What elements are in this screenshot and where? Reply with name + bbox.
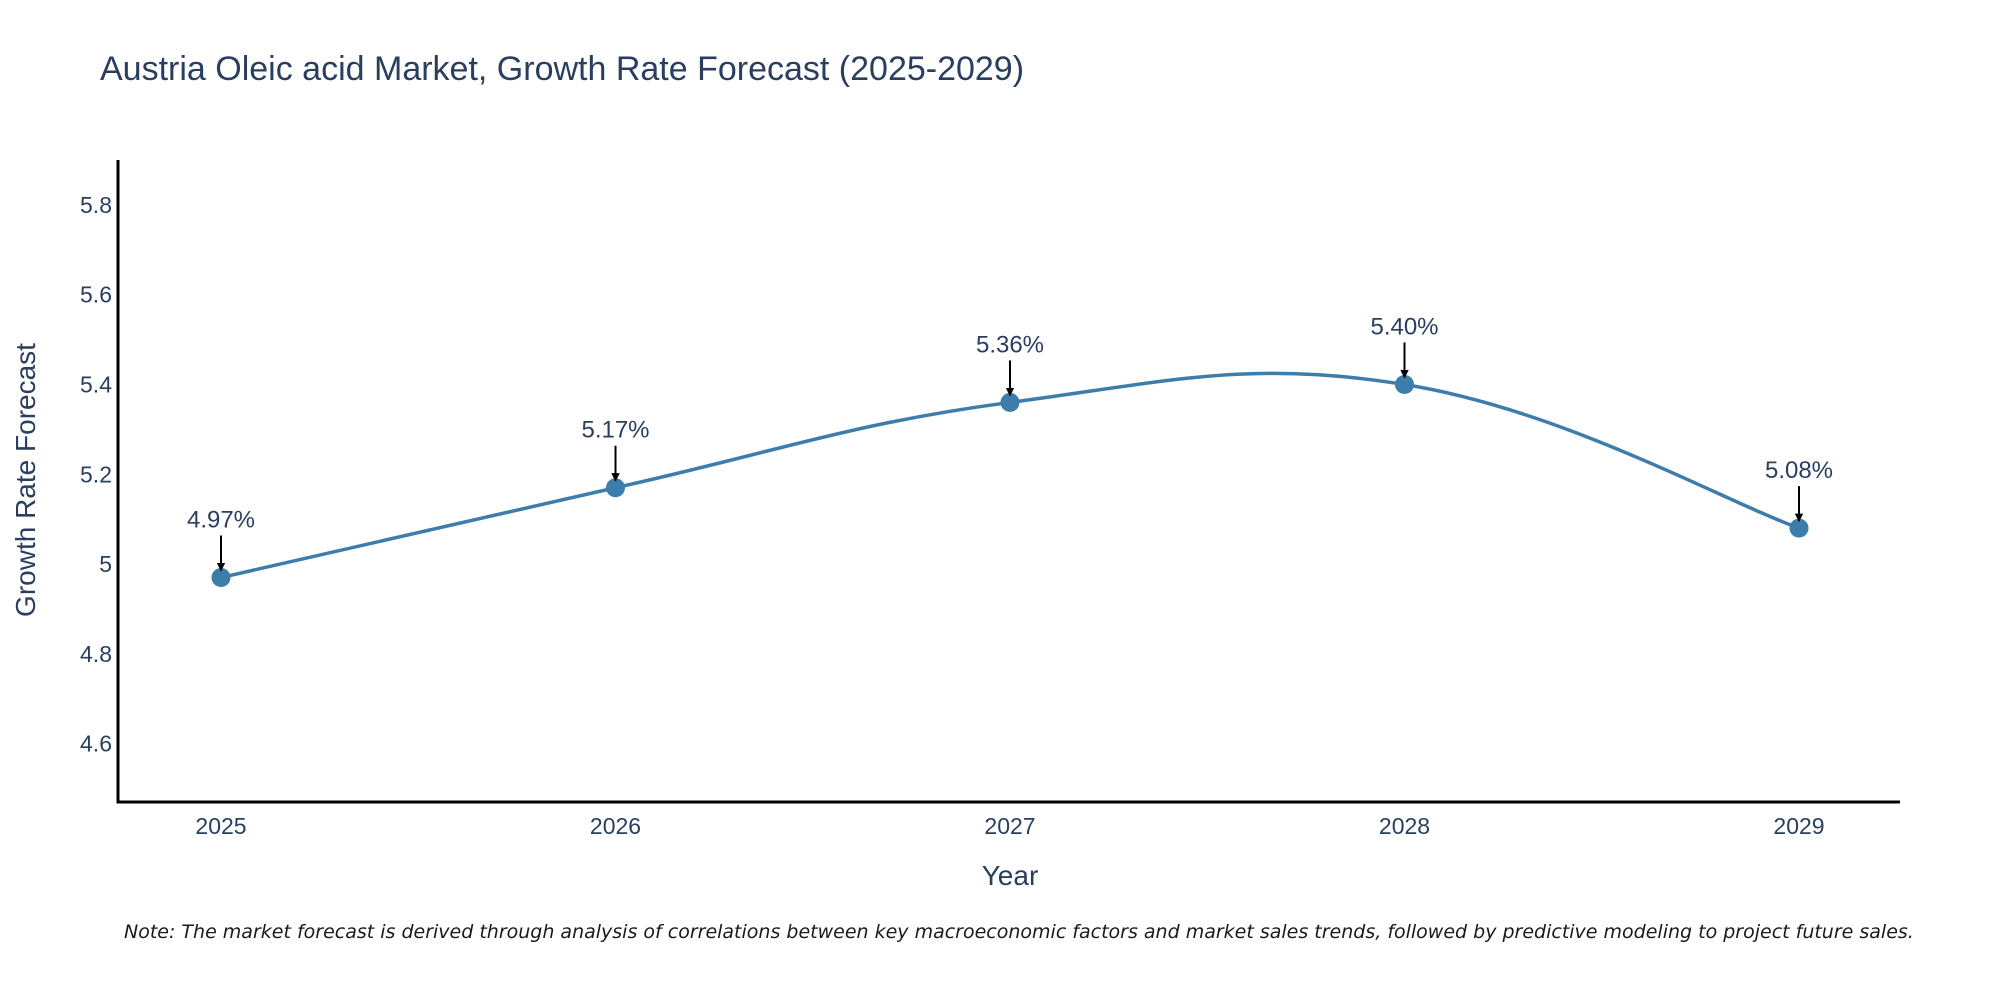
data-point xyxy=(606,478,625,498)
data-label: 4.97% xyxy=(187,507,255,534)
x-tick-label: 2029 xyxy=(1773,813,1824,839)
y-tick-label: 4.6 xyxy=(80,731,112,757)
data-label: 5.36% xyxy=(976,331,1044,358)
y-tick-label: 5.4 xyxy=(80,371,112,397)
y-tick-label: 5.8 xyxy=(80,192,112,218)
y-tick-label: 5.6 xyxy=(80,282,112,308)
y-axis-label: Growth Rate Forecast xyxy=(10,343,41,617)
series-markers xyxy=(211,374,1809,588)
data-point xyxy=(1395,374,1414,394)
data-label: 5.17% xyxy=(581,417,649,444)
x-axis-label: Year xyxy=(982,860,1039,891)
footnote: Note: The market forecast is derived thr… xyxy=(124,921,1914,943)
chart-title: Austria Oleic acid Market, Growth Rate F… xyxy=(100,50,1024,88)
y-axis-ticks: 4.6 4.8 5 5.2 5.4 5.6 5.8 xyxy=(80,192,112,757)
x-tick-label: 2026 xyxy=(590,813,641,839)
data-label-annotations: 4.97% 5.17% 5.36% 5.40% 5.08% xyxy=(187,313,1833,572)
y-tick-label: 5.2 xyxy=(80,461,112,487)
x-axis-ticks: 2025 2026 2027 2028 2029 xyxy=(195,813,1824,839)
x-tick-label: 2028 xyxy=(1379,813,1430,839)
y-tick-label: 5 xyxy=(99,551,112,577)
data-point xyxy=(211,568,231,588)
data-label: 5.08% xyxy=(1765,457,1833,484)
x-tick-label: 2027 xyxy=(984,813,1035,839)
data-label: 5.40% xyxy=(1370,313,1438,340)
x-tick-label: 2025 xyxy=(195,813,246,839)
data-point xyxy=(1000,392,1020,412)
data-point xyxy=(1789,518,1809,538)
y-tick-label: 4.8 xyxy=(80,641,112,667)
